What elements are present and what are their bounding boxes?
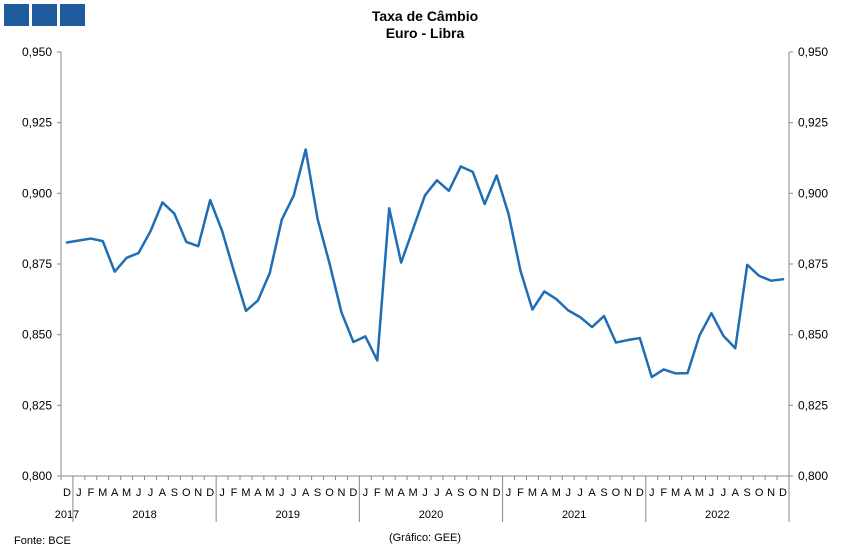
month-label: A xyxy=(732,487,740,499)
month-label: A xyxy=(684,487,692,499)
chart-subtitle: Euro - Libra xyxy=(385,25,465,41)
month-label: J xyxy=(721,487,727,499)
month-label: J xyxy=(422,487,428,499)
month-label: F xyxy=(87,487,94,499)
month-label: D xyxy=(349,487,357,499)
y-tick-label-left: 0,900 xyxy=(22,186,52,200)
logo xyxy=(4,4,85,26)
y-tick-label-left: 0,825 xyxy=(22,398,52,412)
month-label: A xyxy=(111,487,119,499)
month-label: A xyxy=(445,487,453,499)
year-label: 2019 xyxy=(276,509,300,521)
chart-credit: (Gráfico: GEE) xyxy=(388,532,462,544)
month-label: J xyxy=(565,487,571,499)
year-label: 2018 xyxy=(132,509,156,521)
y-tick-label-left: 0,800 xyxy=(22,469,52,483)
logo-square xyxy=(32,4,57,26)
month-label: J xyxy=(363,487,369,499)
month-label: O xyxy=(182,487,191,499)
month-label: S xyxy=(314,487,321,499)
month-label: J xyxy=(709,487,715,499)
month-label: D xyxy=(636,487,644,499)
logo-square xyxy=(60,4,85,26)
year-label: 2017 xyxy=(55,509,79,521)
y-tick-label-right: 0,800 xyxy=(798,469,828,483)
year-label: 2020 xyxy=(419,509,443,521)
month-label: M xyxy=(265,487,274,499)
month-label: J xyxy=(649,487,655,499)
month-label: S xyxy=(600,487,607,499)
logo-square xyxy=(4,4,29,26)
chart-title: Taxa de Câmbio xyxy=(371,8,479,24)
month-label: M xyxy=(122,487,131,499)
month-label: A xyxy=(302,487,310,499)
month-label: S xyxy=(744,487,751,499)
month-label: J xyxy=(434,487,440,499)
y-tick-label-right: 0,875 xyxy=(798,257,828,271)
y-tick-label-right: 0,925 xyxy=(798,116,828,130)
y-tick-label-right: 0,950 xyxy=(798,45,828,59)
month-label: J xyxy=(219,487,225,499)
month-label: F xyxy=(660,487,667,499)
month-label: J xyxy=(291,487,297,499)
month-label: D xyxy=(206,487,214,499)
month-label: F xyxy=(517,487,524,499)
month-label: J xyxy=(148,487,154,499)
month-label: M xyxy=(695,487,704,499)
month-label: A xyxy=(588,487,596,499)
month-label: S xyxy=(171,487,178,499)
month-label: A xyxy=(541,487,549,499)
month-label: D xyxy=(63,487,71,499)
month-label: M xyxy=(671,487,680,499)
month-label: N xyxy=(194,487,202,499)
year-label: 2022 xyxy=(705,509,729,521)
month-label: F xyxy=(374,487,381,499)
month-label: J xyxy=(279,487,285,499)
month-label: A xyxy=(254,487,262,499)
y-tick-label-right: 0,900 xyxy=(798,186,828,200)
month-label: A xyxy=(159,487,167,499)
month-label: O xyxy=(468,487,477,499)
month-label: A xyxy=(397,487,405,499)
y-tick-label-right: 0,825 xyxy=(798,398,828,412)
month-label: N xyxy=(624,487,632,499)
month-label: O xyxy=(755,487,764,499)
y-tick-label-left: 0,850 xyxy=(22,328,52,342)
month-label: M xyxy=(552,487,561,499)
month-label: M xyxy=(528,487,537,499)
month-label: M xyxy=(385,487,394,499)
month-label: M xyxy=(408,487,417,499)
chart-title-block: Taxa de Câmbio Euro - Libra xyxy=(0,8,850,42)
month-label: M xyxy=(98,487,107,499)
y-tick-label-left: 0,875 xyxy=(22,257,52,271)
series-line xyxy=(65,148,785,379)
month-label: D xyxy=(493,487,501,499)
month-label: S xyxy=(457,487,464,499)
month-label: O xyxy=(325,487,334,499)
month-label: J xyxy=(76,487,82,499)
year-label: 2021 xyxy=(562,509,586,521)
month-label: J xyxy=(506,487,512,499)
y-tick-label-right: 0,850 xyxy=(798,328,828,342)
month-label: N xyxy=(337,487,345,499)
month-label: J xyxy=(577,487,583,499)
month-label: J xyxy=(136,487,142,499)
month-label: N xyxy=(481,487,489,499)
y-tick-label-left: 0,925 xyxy=(22,116,52,130)
month-label: N xyxy=(767,487,775,499)
month-label: D xyxy=(779,487,787,499)
source-note: Fonte: BCE xyxy=(14,535,71,547)
month-label: F xyxy=(231,487,238,499)
month-label: M xyxy=(241,487,250,499)
month-label: O xyxy=(612,487,621,499)
y-tick-label-left: 0,950 xyxy=(22,45,52,59)
